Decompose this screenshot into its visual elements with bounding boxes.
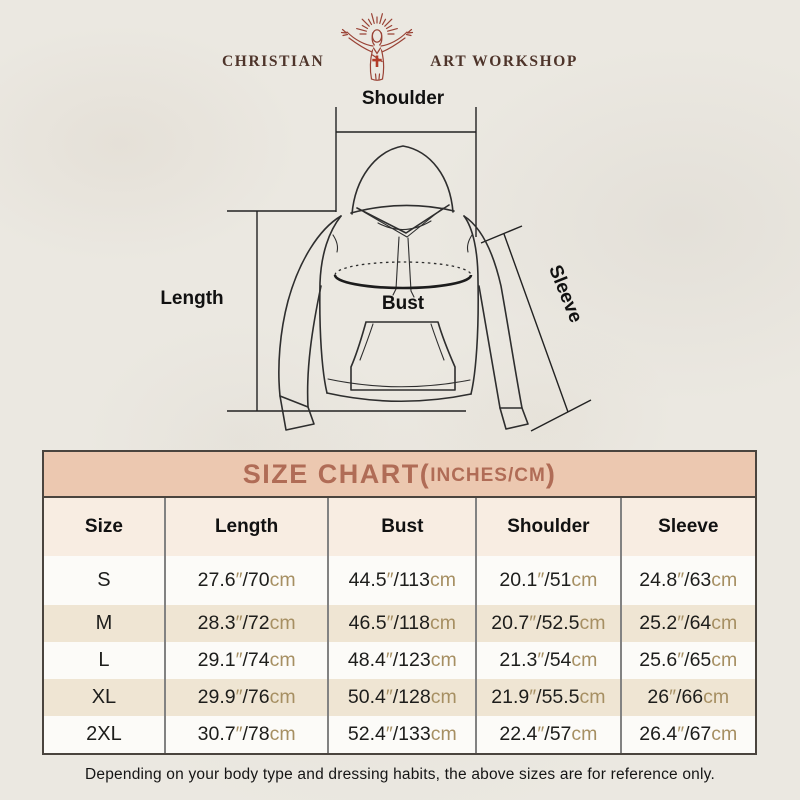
measurement-cell-sleeve: 26.4″/67cm: [619, 716, 755, 753]
brand-name-left: CHRISTIAN: [222, 53, 325, 70]
measurement-cell-bust: 44.5″/113cm: [327, 556, 477, 605]
column-header-length: Length: [163, 498, 329, 556]
reference-note: Depending on your body type and dressing…: [85, 766, 715, 783]
measurement-cell-sleeve: 26″/66cm: [619, 679, 755, 716]
measurement-cell-length: 30.7″/78cm: [163, 716, 329, 753]
cross-icon: [372, 55, 382, 67]
length-label: Length: [160, 288, 223, 309]
size-label: L: [98, 649, 110, 671]
size-label: 2XL: [86, 723, 122, 745]
measurement-cell-length: 28.3″/72cm: [163, 605, 329, 642]
measurement-cell-shoulder: 21.9″/55.5cm: [475, 679, 621, 716]
measurement-cell-shoulder: 22.4″/57cm: [475, 716, 621, 753]
size-table-body: S 27.6″/70cm 44.5″/113cm 20.1″/51cm 24.8″/63…: [44, 556, 755, 753]
measurement-cell-length: 27.6″/70cm: [163, 556, 329, 605]
size-label: XL: [91, 686, 117, 708]
bust-label: Bust: [382, 293, 425, 314]
hoodie-drawing: [278, 145, 529, 431]
column-header-size: Size: [44, 498, 165, 556]
sleeve-label: Sleeve: [544, 262, 586, 326]
jesus-figure-icon: [329, 12, 425, 82]
measurement-cell-shoulder: 21.3″/54cm: [475, 642, 621, 679]
table-row: L 29.1″/74cm 48.4″/123cm 21.3″/54cm 25.6″/65…: [44, 642, 755, 679]
size-chart-title-band: SIZE CHART(INCHES/CM): [44, 452, 755, 498]
column-header-bust: Bust: [327, 498, 477, 556]
measurement-cell-sleeve: 24.8″/63cm: [619, 556, 755, 605]
sleeve-dim-top-tick: [480, 225, 523, 244]
bust-line-dotted: [334, 261, 472, 276]
size-chart-title: SIZE CHART: [242, 458, 420, 489]
measurement-cell-bust: 52.4″/133cm: [327, 716, 477, 753]
measurement-cell-bust: 48.4″/123cm: [327, 642, 477, 679]
size-label: M: [95, 612, 113, 634]
measurement-cell-shoulder: 20.7″/52.5cm: [475, 605, 621, 642]
table-row: 2XL 30.7″/78cm 52.4″/133cm 22.4″/57cm 26.4″/…: [44, 716, 755, 753]
size-table: Size Length Bust Shoulder Sleeve S 27.6″/…: [44, 498, 755, 753]
shoulder-label: Shoulder: [362, 88, 445, 109]
measurement-cell-bust: 46.5″/118cm: [327, 605, 477, 642]
measurement-cell-length: 29.1″/74cm: [163, 642, 329, 679]
measurement-cell-shoulder: 20.1″/51cm: [475, 556, 621, 605]
sunburst-rays: [356, 13, 399, 35]
size-chart: SIZE CHART(INCHES/CM) Size Length Bust S…: [42, 450, 757, 755]
table-row: S 27.6″/70cm 44.5″/113cm 20.1″/51cm 24.8″/63…: [44, 556, 755, 605]
column-header-sleeve: Sleeve: [619, 498, 755, 556]
column-header-row: Size Length Bust Shoulder Sleeve: [44, 498, 755, 556]
brand-logo: CHRISTIAN: [0, 12, 800, 82]
column-header-shoulder: Shoulder: [475, 498, 621, 556]
measurement-cell-sleeve: 25.6″/65cm: [619, 642, 755, 679]
size-chart-units-note: INCHES/CM: [430, 464, 546, 486]
measurement-cell-sleeve: 25.2″/64cm: [619, 605, 755, 642]
hoodie-measurement-diagram: Shoulder Length Bust Sleeve: [150, 85, 650, 435]
sleeve-dim-line: [503, 233, 569, 413]
table-row: XL 29.9″/76cm 50.4″/128cm 21.9″/55.5cm 26″/6…: [44, 679, 755, 716]
table-row: M 28.3″/72cm 46.5″/118cm 20.7″/52.5cm 25.2″/…: [44, 605, 755, 642]
sleeve-dim-bottom-tick: [530, 399, 592, 432]
measurement-cell-bust: 50.4″/128cm: [327, 679, 477, 716]
dimension-lines: [227, 107, 592, 432]
brand-name-right: ART WORKSHOP: [430, 53, 578, 70]
bust-line-solid: [333, 274, 473, 290]
measurement-cell-length: 29.9″/76cm: [163, 679, 329, 716]
size-label: S: [97, 569, 111, 591]
